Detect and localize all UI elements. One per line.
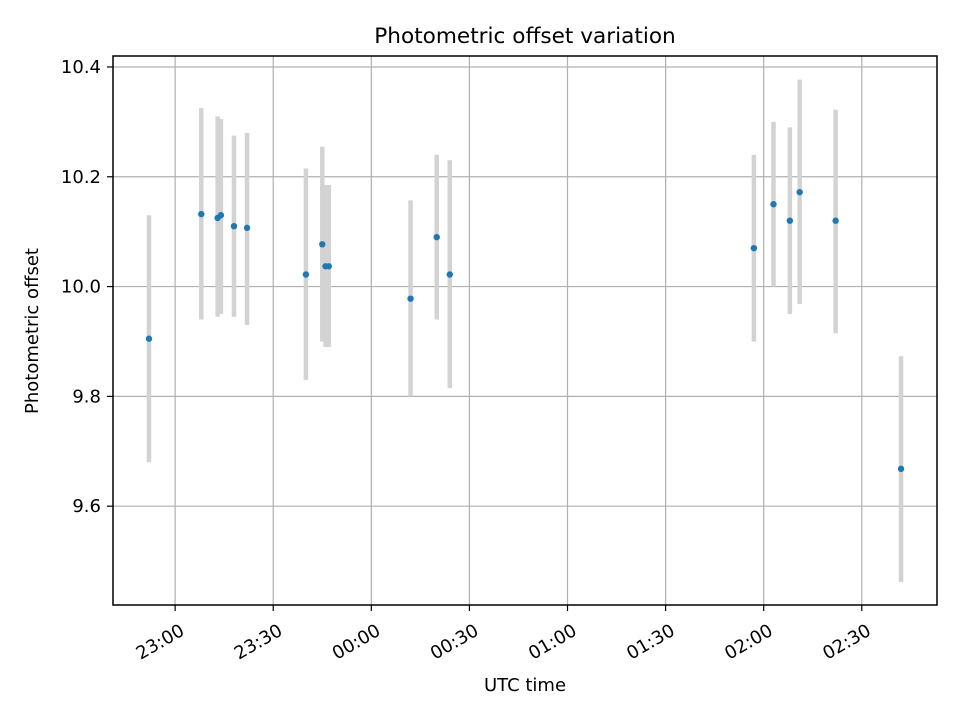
y-tick-label: 10.2: [61, 167, 101, 188]
data-point: [325, 263, 333, 270]
chart-title: Photometric offset variation: [374, 24, 675, 49]
data-point: [407, 295, 414, 302]
data-point: [750, 244, 758, 252]
data-point: [145, 335, 153, 342]
data-point: [319, 241, 326, 248]
data-point: [786, 217, 794, 224]
data-point: [446, 271, 453, 278]
data-points: [145, 188, 905, 473]
data-point: [433, 233, 440, 241]
data-point: [832, 217, 839, 224]
data-point: [230, 222, 238, 230]
y-tick-label: 9.6: [72, 496, 101, 517]
data-point: [770, 201, 777, 208]
data-point: [217, 212, 225, 219]
data-point: [243, 224, 251, 232]
y-tick-label: 10.0: [61, 277, 101, 298]
grid: [113, 56, 937, 605]
y-tick-label: 10.4: [61, 57, 101, 78]
y-tick-label: 9.8: [72, 386, 101, 407]
x-axis-label: UTC time: [484, 675, 566, 696]
plot-frame: [112, 55, 938, 606]
data-point: [198, 210, 205, 218]
y-axis: 9.6 9.8 10.0 10.2 10.4: [61, 57, 113, 517]
y-axis-label: Photometric offset: [22, 248, 43, 414]
data-point: [302, 271, 310, 278]
data-point: [796, 188, 803, 196]
data-point: [897, 465, 905, 473]
